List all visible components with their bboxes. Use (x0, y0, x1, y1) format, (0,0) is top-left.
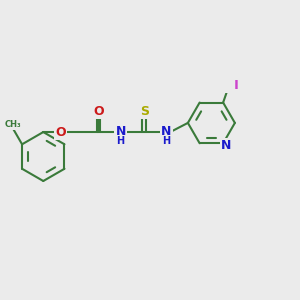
Text: O: O (93, 105, 104, 118)
Text: S: S (140, 105, 148, 118)
Text: I: I (234, 79, 239, 92)
Text: H: H (162, 136, 170, 146)
Text: N: N (161, 125, 172, 138)
Text: N: N (220, 139, 231, 152)
Text: CH₃: CH₃ (5, 120, 21, 129)
Text: O: O (55, 125, 66, 139)
Text: H: H (117, 136, 125, 146)
Text: N: N (116, 125, 126, 138)
